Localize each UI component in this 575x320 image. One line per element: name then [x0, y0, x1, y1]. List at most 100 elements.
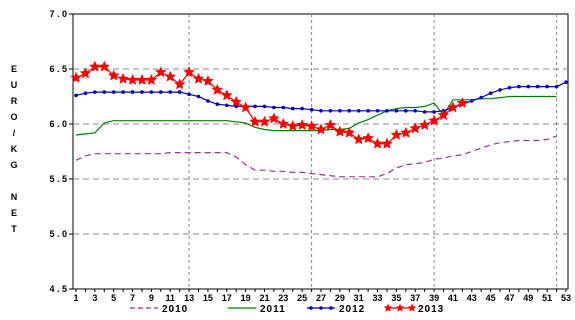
- x-tick-label: 53: [561, 293, 571, 303]
- series-2013-point: [258, 115, 271, 127]
- series-2013-point: [239, 101, 252, 113]
- plot-frame: [72, 13, 569, 290]
- series-2012-point: [517, 84, 521, 89]
- series-2013-point: [202, 74, 214, 87]
- series-2012-point: [338, 109, 342, 113]
- series-2013-point: [70, 71, 82, 83]
- legend-2012-label: 2012: [339, 304, 365, 315]
- series-2013-point: [136, 73, 148, 85]
- series-2013-point: [173, 78, 186, 90]
- y-axis-label-char: G: [10, 160, 17, 170]
- series-2013-point: [390, 128, 403, 140]
- y-axis-label-char: K: [11, 144, 18, 154]
- series-2012-point: [159, 90, 163, 94]
- x-tick-label: 33: [373, 293, 383, 303]
- y-tick-label: 6 . 5: [49, 64, 67, 74]
- y-tick-label: 4 . 5: [49, 284, 67, 294]
- legend-2012-marker: [329, 306, 333, 310]
- series-2012-point: [224, 103, 229, 108]
- x-tick-label: 21: [259, 293, 269, 303]
- y-tick-label: 6 . 0: [49, 119, 67, 129]
- series-2013-point: [126, 73, 139, 85]
- x-tick-label: 1: [73, 293, 78, 303]
- series-2012-point: [479, 95, 483, 100]
- x-tick-label: 13: [184, 293, 194, 303]
- series-2012-point: [488, 91, 493, 95]
- x-tick-label: 11: [165, 293, 175, 303]
- x-tick-label: 7: [130, 293, 135, 303]
- series-2013-point: [220, 89, 233, 101]
- series-2012-point: [554, 84, 559, 89]
- series-2012-point: [526, 84, 531, 89]
- x-tick-label: 15: [203, 293, 213, 303]
- series-2012-point: [74, 93, 78, 98]
- series-2013-point: [437, 109, 450, 121]
- series-2012-point: [385, 109, 389, 113]
- series-2012-point: [149, 90, 154, 94]
- series-2013-point: [286, 120, 299, 132]
- x-tick-label: 41: [448, 293, 458, 303]
- x-tick-label: 35: [391, 293, 401, 303]
- series-2012-line: [75, 81, 567, 113]
- series-2012-point: [507, 85, 512, 90]
- series-2012-point: [140, 90, 144, 94]
- series-2013-point: [230, 95, 243, 107]
- y-tick-labels: 4 . 5 5 . 0 5 . 5 6 . 0 6 . 5 7 . 0: [49, 9, 73, 294]
- series-2012-point: [168, 90, 173, 94]
- x-tick-label: 25: [297, 293, 307, 303]
- x-tick-label: 51: [542, 293, 552, 303]
- y-tick-label: 7 . 0: [49, 9, 67, 19]
- series-2012-point: [111, 90, 116, 94]
- series-2013-point: [371, 137, 384, 149]
- series-2013-point: [145, 73, 158, 85]
- series-2013-point: [107, 69, 120, 81]
- series-2013-point: [98, 60, 111, 72]
- y-axis-label-char: T: [11, 224, 17, 234]
- legend-2013-marker: [395, 303, 405, 312]
- legend-2012-marker: [309, 306, 313, 310]
- series-2013-point: [343, 126, 356, 138]
- series-2013-point: [268, 112, 280, 124]
- x-tick-label: 39: [429, 293, 439, 303]
- series-2012-point: [177, 90, 182, 94]
- series-2013-point: [249, 115, 261, 127]
- series-2012-point: [328, 109, 333, 113]
- series-2012-point: [130, 90, 135, 94]
- series-2012-point: [215, 102, 220, 106]
- series-2013-point: [399, 126, 412, 138]
- series-2012-point: [281, 105, 286, 110]
- series-2013-point: [211, 83, 224, 95]
- x-tick-label: 27: [316, 293, 326, 303]
- series-2013-point: [418, 118, 431, 131]
- series-2012-point: [253, 104, 257, 109]
- series-2013-point: [192, 72, 205, 84]
- legend-2011-label: 2011: [260, 304, 286, 315]
- x-tick-label: 5: [111, 293, 116, 303]
- series-2012-point: [272, 105, 276, 110]
- x-tick-label: 49: [523, 293, 533, 303]
- y-axis-label-char: /: [13, 128, 16, 138]
- series-2013-point: [456, 96, 469, 109]
- series-2013-point: [296, 118, 308, 131]
- series-2012-point: [93, 90, 97, 94]
- series-2012-point: [196, 94, 201, 99]
- y-axis-label-char: O: [10, 112, 17, 122]
- x-tick-label: 3: [92, 293, 97, 303]
- y-axis-label-char: E: [11, 64, 17, 74]
- series-2013-point: [428, 114, 440, 126]
- series-2013-point: [334, 125, 346, 137]
- series-2012-point: [300, 106, 304, 111]
- series-2013-point: [381, 137, 393, 149]
- series-2013-point: [447, 101, 459, 113]
- series-2013-point: [409, 122, 422, 134]
- series-2012-point: [121, 90, 125, 94]
- series-2013-point: [154, 66, 167, 78]
- x-tick-label: 17: [222, 293, 232, 303]
- series-2013-point: [305, 120, 318, 132]
- x-tick-label: 37: [410, 293, 420, 303]
- series-2012-point: [404, 109, 408, 113]
- series-2012-point: [394, 109, 399, 113]
- x-tick-label: 23: [278, 293, 288, 303]
